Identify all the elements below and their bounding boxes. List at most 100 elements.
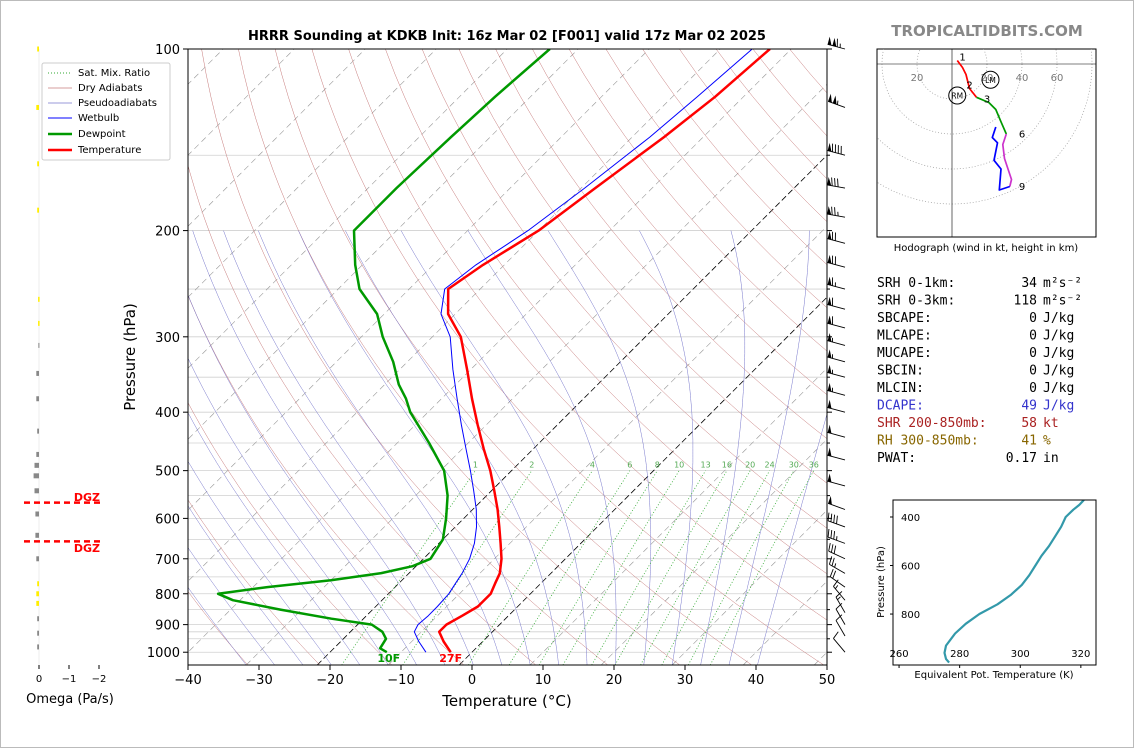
omega-bar	[38, 297, 40, 302]
x-tick-label: 0	[468, 673, 476, 688]
omega-tick-label: 0	[36, 674, 42, 685]
theta-e-y-tick-label: 600	[901, 562, 920, 573]
chart-title: HRRR Sounding at KDKB Init: 16z Mar 02 […	[248, 29, 766, 44]
omega-bar	[37, 161, 39, 166]
stat-label: RH 300-850mb:	[877, 434, 979, 449]
mixing-ratio-label: 8	[655, 461, 660, 470]
legend-entry: Wetbulb	[78, 113, 119, 124]
y-tick-label: 500	[155, 465, 180, 480]
barb-full	[832, 207, 833, 215]
x-tick-label: 30	[677, 673, 694, 688]
x-tick-label: 10	[535, 673, 552, 688]
storm-motion-label: LM	[985, 76, 996, 85]
stat-value: 0	[1029, 364, 1037, 379]
stat-unit: m²s⁻²	[1043, 276, 1082, 291]
barb-full	[835, 178, 836, 186]
mixing-ratio-label: 13	[701, 461, 711, 470]
x-tick-label: −10	[387, 673, 414, 688]
stat-unit: J/kg	[1043, 311, 1074, 326]
omega-bar	[36, 601, 39, 606]
brand-logo-text: TROPICALTIDBITS.COM	[891, 22, 1083, 40]
dgz-top-label: DGZ	[74, 491, 100, 504]
stat-value: 41	[1021, 434, 1037, 449]
storm-motion-label: RM	[951, 92, 963, 101]
hodograph-height-label: 3	[984, 95, 990, 106]
stat-unit: J/kg	[1043, 329, 1074, 344]
mixing-ratio-label: 24	[765, 461, 775, 470]
hodograph-caption: Hodograph (wind in kt, height in km)	[894, 243, 1079, 254]
legend: Sat. Mix. Ratio Dry Adiabats Pseudoadiab…	[42, 63, 170, 160]
legend-entry: Dewpoint	[78, 129, 126, 140]
stat-unit: J/kg	[1043, 364, 1074, 379]
omega-bar	[37, 631, 39, 636]
mixing-ratio-label: 4	[590, 461, 595, 470]
theta-e-y-tick-label: 400	[901, 513, 920, 524]
mixing-ratio-label: 20	[745, 461, 755, 470]
y-tick-label: 400	[155, 406, 180, 421]
legend-entry: Dry Adiabats	[78, 83, 142, 94]
stat-label: SHR 200-850mb:	[877, 416, 987, 431]
stat-unit: in	[1043, 451, 1059, 466]
y-tick-label: 200	[155, 225, 180, 240]
legend-entry: Sat. Mix. Ratio	[78, 68, 150, 79]
stat-label: DCAPE:	[877, 399, 924, 414]
stat-value: 118	[1014, 294, 1037, 309]
omega-bar	[37, 208, 39, 213]
stat-label: MLCIN:	[877, 381, 924, 396]
stat-value: 0	[1029, 381, 1037, 396]
omega-bar	[36, 371, 39, 376]
y-tick-label: 900	[155, 619, 180, 634]
dgz-bottom-label: DGZ	[74, 542, 100, 555]
y-tick-label: 300	[155, 331, 180, 346]
x-tick-label: −20	[316, 673, 343, 688]
omega-bar	[37, 616, 39, 621]
stat-unit: %	[1043, 434, 1051, 449]
stat-value: 0	[1029, 311, 1037, 326]
y-tick-label: 600	[155, 512, 180, 527]
mixing-ratio-label: 10	[674, 461, 684, 470]
omega-bar	[37, 581, 39, 586]
mixing-ratio-label: 1	[473, 461, 478, 470]
omega-tick-label: −2	[92, 674, 107, 685]
theta-e-x-tick-label: 260	[890, 649, 909, 660]
omega-axis-label: Omega (Pa/s)	[26, 692, 114, 707]
stat-label: SBCIN:	[877, 364, 924, 379]
stat-value: 0	[1029, 329, 1037, 344]
theta-e-y-tick-label: 800	[901, 610, 920, 621]
stat-label: SBCAPE:	[877, 311, 932, 326]
stat-value: 58	[1021, 416, 1037, 431]
omega-bar	[35, 533, 39, 538]
omega-bar	[37, 47, 39, 52]
y-tick-label: 700	[155, 553, 180, 568]
mixing-ratio-label: 30	[789, 461, 799, 470]
y-tick-label: 1000	[147, 646, 180, 661]
omega-bar	[38, 343, 40, 348]
omega-bar	[36, 396, 39, 401]
hodograph-ring-label: 20	[911, 73, 924, 84]
x-tick-label: 50	[819, 673, 836, 688]
omega-bar	[36, 105, 39, 110]
omega-bar	[37, 429, 39, 434]
omega-tick-label: −1	[62, 674, 77, 685]
x-tick-label: 40	[748, 673, 765, 688]
theta-e-x-tick-label: 320	[1071, 649, 1090, 660]
mixing-ratio-label: 16	[722, 461, 732, 470]
surface-dewpoint-label: 10F	[377, 652, 400, 665]
x-tick-label: −40	[174, 673, 201, 688]
stat-label: MLCAPE:	[877, 329, 932, 344]
surface-temperature-label: 27F	[439, 652, 462, 665]
stat-unit: kt	[1043, 416, 1059, 431]
hodograph-height-label: 6	[1019, 130, 1025, 141]
stat-label: MUCAPE:	[877, 346, 932, 361]
omega-bar	[36, 591, 39, 596]
legend-entry: Pseudoadiabats	[78, 98, 157, 109]
barb-full	[835, 207, 836, 215]
omega-bar	[35, 511, 39, 516]
omega-bar	[35, 463, 40, 468]
omega-bar	[36, 452, 39, 457]
mixing-ratio-label: 2	[529, 461, 534, 470]
hodograph-ring-label: 60	[1051, 73, 1064, 84]
legend-entry: Temperature	[77, 145, 141, 156]
